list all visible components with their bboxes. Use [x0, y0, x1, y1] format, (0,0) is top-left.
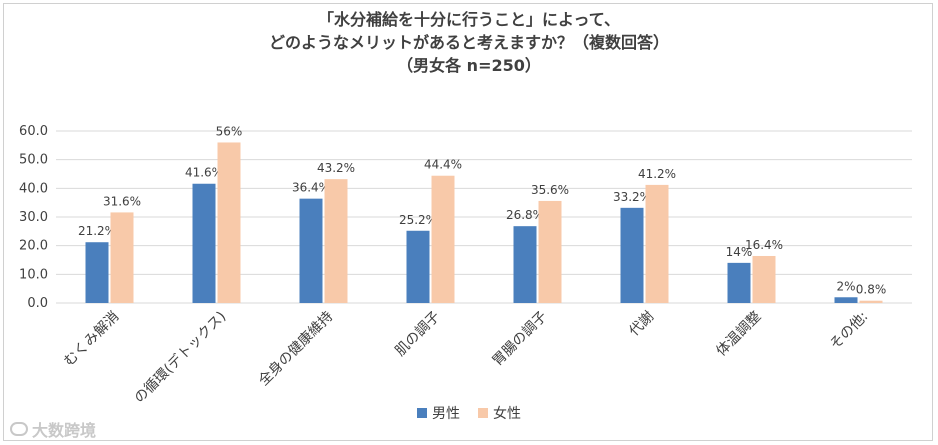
legend-item-female: 女性: [478, 403, 521, 423]
bar-male: [85, 242, 109, 303]
legend-label-female: 女性: [493, 406, 521, 422]
data-label-male: 36.4%: [292, 181, 330, 195]
legend-swatch-male: [417, 408, 427, 418]
x-category-label: の循環(デトックス): [131, 308, 230, 407]
data-label-female: 41.2%: [638, 167, 676, 181]
y-tick-label: 20.0: [19, 239, 48, 254]
data-label-female: 16.4%: [745, 238, 783, 252]
chart-frame: [3, 3, 933, 441]
data-label-female: 56%: [216, 124, 243, 138]
y-tick-label: 0.0: [27, 296, 48, 311]
legend-item-male: 男性: [417, 403, 460, 423]
legend-swatch-female: [478, 408, 488, 418]
chart-title-line-3: （男女各 n=250）: [397, 56, 541, 75]
data-label-female: 35.6%: [531, 183, 569, 197]
bar-female: [217, 142, 241, 303]
bar-male: [620, 207, 644, 303]
y-tick-label: 10.0: [19, 267, 48, 282]
x-category-label: 肌の調子: [392, 309, 443, 360]
bar-female: [324, 179, 348, 303]
bar-female: [538, 200, 562, 303]
bar-female: [645, 184, 669, 303]
data-label-male: 14%: [726, 245, 753, 259]
bar-male: [406, 230, 430, 303]
bar-male: [727, 262, 751, 303]
legend: 男性 女性: [0, 403, 938, 423]
chart-title-line-1: 「水分補給を十分に行うこと」によって、: [318, 10, 620, 29]
data-label-male: 2%: [836, 279, 855, 293]
y-tick-label: 50.0: [19, 153, 48, 168]
data-label-male: 26.8%: [506, 208, 544, 222]
data-label-male: 41.6%: [185, 166, 223, 180]
watermark-text: 大数跨境: [32, 421, 97, 440]
data-label-female: 44.4%: [424, 158, 462, 172]
y-tick-label: 40.0: [19, 181, 48, 196]
data-label-female: 31.6%: [103, 194, 141, 208]
data-label-female: 0.8%: [856, 283, 887, 297]
bar-male: [299, 198, 323, 303]
data-label-male: 21.2%: [78, 224, 116, 238]
chart-title-line-2: どのようなメリットがあると考えますか？（複数回答）: [268, 33, 669, 52]
bar-female: [752, 255, 776, 303]
watermark-logo-icon: [10, 422, 28, 436]
bar-female: [859, 300, 883, 303]
x-category-label: むくみ解消: [61, 309, 122, 370]
bar-male: [192, 183, 216, 303]
y-tick-label: 60.0: [19, 124, 48, 139]
bar-male: [513, 226, 537, 303]
x-category-label: 体温調整: [713, 309, 764, 360]
x-category-label: 代謝: [626, 309, 657, 340]
data-label-male: 25.2%: [399, 213, 437, 227]
x-category-label: 胃腸の調子: [490, 309, 551, 370]
data-label-female: 43.2%: [317, 161, 355, 175]
bar-male: [834, 297, 858, 303]
x-category-label: 全身の健康維持: [255, 308, 336, 389]
watermark: 大数跨境: [10, 417, 96, 441]
x-category-label: その他:: [827, 309, 871, 353]
y-tick-label: 30.0: [19, 210, 48, 225]
data-label-male: 33.2%: [613, 190, 651, 204]
bar-female: [110, 212, 134, 303]
legend-label-male: 男性: [432, 406, 460, 422]
bar-female: [431, 175, 455, 303]
